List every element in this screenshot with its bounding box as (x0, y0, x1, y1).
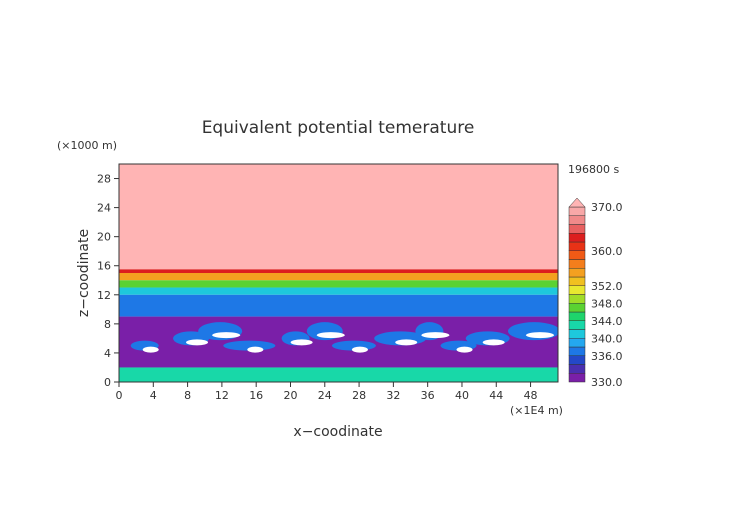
colorbar-segment (568, 346, 586, 356)
colorbar-label: 340.0 (591, 332, 623, 345)
colorbar-segment (568, 311, 586, 321)
x-tick-label: 12 (215, 389, 229, 402)
colorbar-segment (568, 294, 586, 304)
colorbar-segment (568, 320, 586, 330)
y-tick-label: 8 (104, 318, 111, 331)
chart-title: Equivalent potential temerature (202, 118, 475, 138)
colorbar: 330.0 336.0 340.0 344.0 348.0 352.0 360.0 370.0 (568, 197, 623, 389)
colorbar-label: 360.0 (591, 245, 623, 258)
y-tick-label: 12 (97, 289, 111, 302)
x-tick-label: 28 (352, 389, 366, 402)
plot-frame (118, 163, 559, 383)
x-tick-label: 24 (318, 389, 332, 402)
x-tick-label: 36 (421, 389, 435, 402)
colorbar-segment (568, 250, 586, 260)
colorbar-segment (568, 303, 586, 313)
y-tick-label: 4 (104, 347, 111, 360)
x-tick-label: 48 (524, 389, 538, 402)
x-tick-label: 4 (150, 389, 157, 402)
field-blob (223, 340, 276, 351)
x-tick-label: 8 (184, 389, 191, 402)
field-blob-white (482, 339, 505, 346)
field-blob-white (351, 346, 368, 353)
time-label: 196800 s (568, 163, 619, 176)
colorbar-segment (568, 241, 586, 251)
x-tick-label: 20 (283, 389, 297, 402)
colorbar-label: 370.0 (591, 201, 623, 214)
y-tick-label: 16 (97, 260, 111, 273)
field-band (119, 280, 558, 288)
colorbar-segment (568, 206, 586, 216)
y-tick-label: 20 (97, 231, 111, 244)
field-blob-white (290, 339, 313, 346)
colorbar-segment (568, 268, 586, 278)
field-blob-white (142, 346, 159, 353)
colorbar-label: 336.0 (591, 350, 623, 363)
field-band (119, 294, 558, 317)
y-axis-label: z−coodinate (76, 229, 92, 317)
field-band (119, 287, 558, 295)
colorbar-segment (568, 259, 586, 269)
field-band (119, 269, 558, 273)
colorbar-segment (568, 364, 586, 374)
y-unit-label: (×1000 m) (57, 139, 117, 152)
field-blob-white (525, 332, 554, 339)
field-band (119, 164, 558, 270)
colorbar-label: 330.0 (591, 376, 623, 389)
colorbar-label: 348.0 (591, 297, 623, 310)
y-tick-label: 24 (97, 202, 111, 215)
colorbar-extend-arrow (568, 197, 586, 208)
colorbar-segment (568, 338, 586, 348)
x-tick-label: 16 (249, 389, 263, 402)
field-blob-white (247, 346, 264, 353)
y-tick-label: 28 (97, 173, 111, 186)
colorbar-segment (568, 355, 586, 365)
x-tick-label: 44 (489, 389, 503, 402)
colorbar-segment (568, 224, 586, 234)
x-tick-label: 32 (386, 389, 400, 402)
field-blob-white (456, 346, 473, 353)
field-blob-white (316, 332, 345, 339)
x-tick-label: 40 (455, 389, 469, 402)
colorbar-segment (568, 373, 586, 383)
y-tick-label: 0 (104, 376, 111, 389)
field-blob-white (421, 332, 450, 339)
colorbar-segment (568, 285, 586, 295)
x-unit-label: (×1E4 m) (510, 404, 563, 417)
field-band (119, 273, 558, 281)
contour-field (119, 164, 558, 382)
colorbar-label: 344.0 (591, 315, 623, 328)
colorbar-segment (568, 329, 586, 339)
y-axis-ticks: 0 4 8 12 16 20 24 28 (97, 173, 119, 389)
field-blob-white (186, 339, 209, 346)
x-tick-label: 0 (116, 389, 123, 402)
field-blob-white (212, 332, 241, 339)
colorbar-segment (568, 233, 586, 243)
field-blob-white (395, 339, 418, 346)
x-axis-ticks: 0 4 8 12 16 20 24 28 32 36 40 44 48 (116, 382, 538, 402)
x-axis-label: x−coodinate (293, 424, 382, 440)
colorbar-segment (568, 215, 586, 225)
colorbar-segment (568, 276, 586, 286)
colorbar-label: 352.0 (591, 280, 623, 293)
field-band (119, 367, 558, 382)
